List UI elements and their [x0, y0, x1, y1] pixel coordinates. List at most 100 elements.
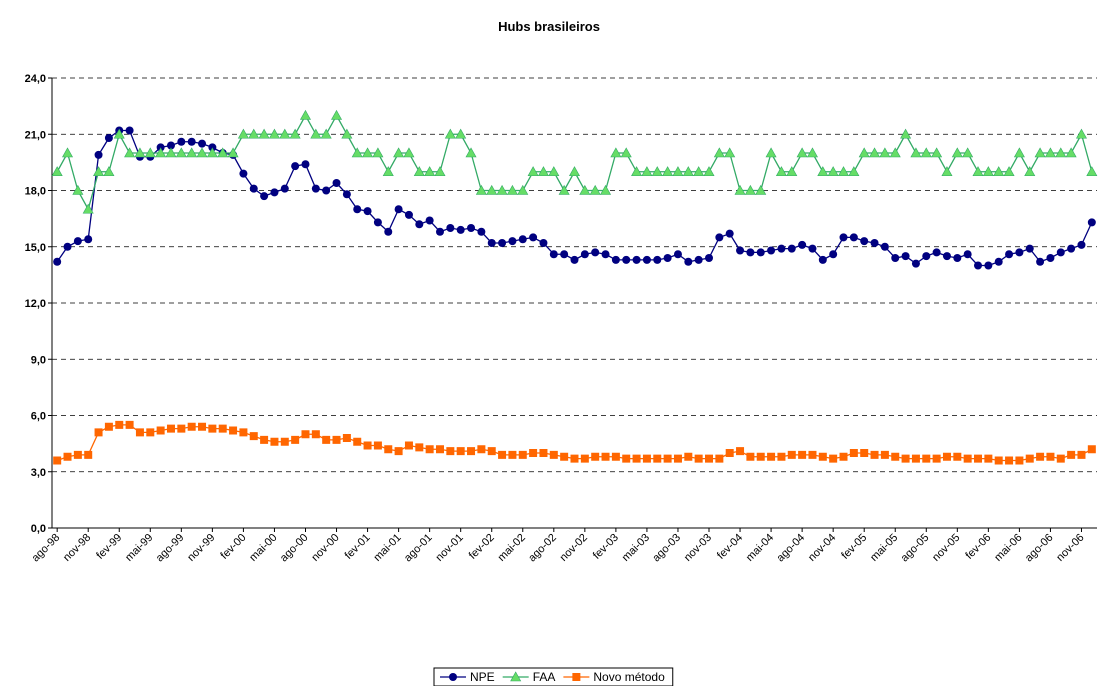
- data-point: [529, 449, 538, 457]
- data-point: [424, 166, 436, 177]
- x-tick-label: mai-06: [992, 532, 1024, 564]
- y-tick-label: 18,0: [25, 186, 46, 198]
- data-point: [548, 166, 560, 177]
- data-point: [331, 109, 343, 120]
- data-point: [384, 445, 393, 454]
- x-tick-label: mai-99: [123, 532, 155, 564]
- x-tick-label: nov-04: [806, 532, 838, 564]
- data-point: [910, 147, 922, 158]
- series-line: [56, 114, 1093, 211]
- data-point: [1067, 244, 1076, 253]
- data-point: [404, 441, 413, 450]
- data-point: [156, 426, 165, 435]
- data-point: [673, 454, 682, 463]
- data-point: [187, 137, 196, 146]
- data-point: [653, 255, 662, 264]
- data-point: [818, 452, 827, 461]
- data-point: [911, 259, 920, 268]
- data-point: [724, 147, 736, 158]
- data-point: [870, 450, 879, 459]
- data-point: [601, 250, 610, 259]
- data-point: [942, 452, 951, 461]
- data-point: [725, 449, 734, 457]
- data-point: [53, 257, 62, 266]
- x-tick-label: ago-00: [278, 532, 311, 565]
- data-point: [51, 166, 63, 177]
- data-point: [477, 445, 486, 454]
- x-tick-label: fev-01: [343, 532, 373, 562]
- data-point: [1087, 445, 1096, 454]
- data-point: [839, 233, 848, 242]
- data-point: [891, 452, 900, 461]
- data-point: [901, 454, 910, 463]
- data-point: [206, 147, 218, 158]
- data-point: [746, 452, 755, 461]
- data-point: [777, 452, 786, 461]
- data-point: [1025, 454, 1034, 463]
- data-point: [1075, 128, 1087, 139]
- data-point: [1077, 240, 1086, 249]
- x-tick-label: mai-00: [247, 532, 279, 564]
- data-point: [1005, 456, 1014, 465]
- legend-label: Novo método: [593, 670, 665, 684]
- data-point: [311, 184, 320, 193]
- data-point: [963, 454, 972, 463]
- data-point: [622, 255, 631, 264]
- data-point: [104, 422, 113, 431]
- data-point: [974, 454, 983, 463]
- legend: NPE FAA Novo método: [433, 667, 674, 686]
- data-point: [849, 233, 858, 242]
- data-point: [1005, 250, 1014, 259]
- data-point: [446, 447, 455, 456]
- data-point: [1036, 257, 1045, 266]
- data-point: [632, 255, 641, 264]
- data-point: [984, 261, 993, 270]
- data-point: [1034, 147, 1046, 158]
- data-point: [94, 428, 103, 437]
- data-point: [84, 235, 93, 244]
- data-point: [53, 456, 62, 465]
- data-point: [568, 166, 581, 177]
- data-point: [248, 128, 260, 139]
- data-point: [682, 166, 694, 177]
- data-point: [713, 147, 725, 158]
- data-point: [549, 250, 558, 259]
- data-point: [591, 452, 600, 461]
- legend-marker: [449, 673, 457, 681]
- legend-marker: [510, 671, 522, 682]
- data-point: [465, 147, 477, 158]
- data-point: [808, 244, 817, 253]
- data-point: [104, 134, 113, 142]
- data-point: [404, 210, 413, 219]
- data-point: [756, 248, 765, 257]
- x-tick-label: ago-05: [899, 532, 932, 565]
- x-tick-label: ago-02: [526, 532, 559, 565]
- data-point: [487, 239, 496, 247]
- data-point: [539, 449, 548, 457]
- data-point: [289, 128, 301, 139]
- data-point: [725, 229, 734, 238]
- data-point: [663, 254, 672, 262]
- data-point: [560, 452, 569, 461]
- data-point: [1056, 248, 1065, 257]
- x-tick-label: nov-00: [309, 532, 341, 564]
- data-point: [506, 184, 518, 195]
- data-point: [787, 244, 796, 253]
- x-tick-label: mai-05: [868, 532, 900, 564]
- data-point: [537, 166, 549, 177]
- x-tick-label: ago-99: [154, 532, 187, 565]
- y-tick-label: 3,0: [31, 467, 46, 479]
- data-point: [227, 147, 239, 158]
- data-point: [208, 424, 217, 433]
- data-point: [734, 184, 746, 195]
- data-point: [487, 447, 496, 456]
- data-point: [673, 250, 682, 259]
- data-point: [972, 166, 984, 177]
- data-point: [301, 160, 310, 169]
- data-point: [838, 166, 850, 177]
- data-point: [486, 184, 498, 195]
- data-point: [134, 147, 146, 158]
- x-tick-label: nov-03: [682, 532, 714, 564]
- data-point: [187, 422, 196, 431]
- data-point: [858, 147, 870, 158]
